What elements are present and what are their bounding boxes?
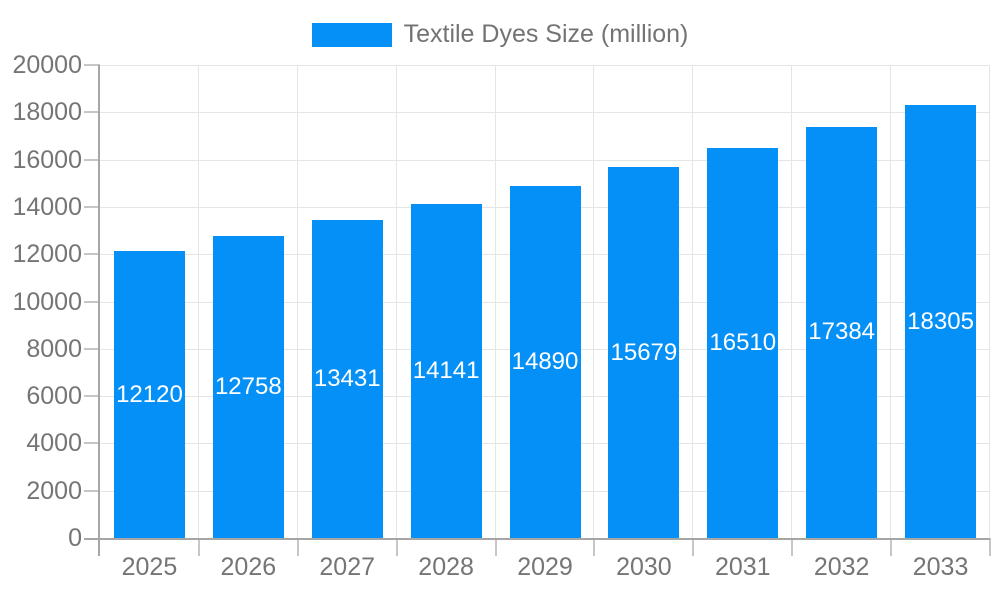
gridline-horizontal: [100, 65, 990, 66]
plot-area: 12120 12758 13431 14141 14890 15679 16510 17384…: [84, 64, 991, 556]
gridline-vertical: [692, 65, 694, 538]
bar-value-label: 13431: [313, 365, 381, 393]
y-axis-tick: [84, 395, 100, 398]
y-axis-tick: [84, 111, 100, 114]
y-axis-label: 10000: [12, 287, 82, 316]
y-axis-tick: [84, 158, 100, 161]
bar-value-label: 14890: [511, 347, 579, 375]
legend-label: Textile Dyes Size (million): [403, 20, 689, 48]
bar[interactable]: 13431: [311, 220, 383, 538]
bar-value-label: 14141: [412, 356, 480, 384]
x-axis-tick: [989, 538, 991, 556]
x-axis-line: [84, 538, 990, 540]
y-axis-label: 4000: [26, 429, 82, 458]
x-axis-label: 2027: [319, 553, 376, 581]
legend[interactable]: Textile Dyes Size (million): [0, 20, 1000, 49]
y-axis-label: 18000: [12, 98, 82, 127]
x-axis-label: 2025: [121, 553, 178, 581]
x-axis-tick: [395, 538, 398, 556]
x-axis-tick: [197, 538, 200, 556]
y-axis-label: 6000: [26, 382, 82, 411]
bar-value-label: 15679: [610, 338, 678, 366]
y-axis-tick: [84, 253, 100, 256]
x-axis-label: 2033: [912, 553, 969, 581]
bar-value-label: 12758: [214, 373, 282, 401]
bar[interactable]: 16510: [707, 147, 779, 538]
y-axis-label: 14000: [12, 192, 82, 221]
gridline-vertical: [593, 65, 595, 538]
bar[interactable]: 12120: [113, 251, 185, 538]
gridline-vertical: [494, 65, 496, 538]
bar-value-label: 18305: [907, 307, 974, 335]
legend-swatch: [311, 22, 392, 47]
x-axis-label: 2031: [714, 553, 771, 581]
bar[interactable]: 12758: [212, 236, 284, 538]
gridline-vertical: [395, 65, 397, 538]
gridline-vertical: [791, 65, 793, 538]
x-axis-tick: [791, 538, 794, 556]
x-axis-tick: [593, 538, 596, 556]
y-axis-tick: [84, 300, 100, 303]
bar[interactable]: 17384: [806, 126, 878, 538]
gridline-vertical: [989, 65, 990, 538]
bar-value-label: 16510: [709, 328, 777, 356]
gridline-vertical: [197, 65, 199, 538]
y-axis-label: 16000: [12, 145, 82, 174]
gridline-horizontal: [100, 159, 990, 161]
bar[interactable]: 14141: [410, 203, 482, 538]
y-axis-tick: [84, 489, 100, 492]
x-axis-label: 2032: [813, 553, 870, 581]
y-axis-label: 20000: [12, 51, 82, 79]
y-axis-tick: [84, 205, 100, 208]
bar-value-label: 17384: [808, 318, 876, 346]
gridline-vertical: [890, 65, 892, 538]
y-axis-tick: [84, 442, 100, 445]
y-axis-label: 0: [68, 524, 82, 552]
y-axis-tick: [84, 347, 100, 350]
x-axis-tick: [296, 538, 299, 556]
x-axis-tick: [494, 538, 497, 556]
bar-value-label: 12120: [116, 380, 183, 408]
bar[interactable]: 14890: [509, 185, 581, 538]
y-axis-label: 12000: [12, 240, 82, 269]
x-axis-label: 2029: [517, 553, 573, 581]
y-axis-label: 8000: [26, 334, 82, 363]
gridline-vertical: [296, 65, 298, 538]
x-axis-tick: [692, 538, 695, 556]
x-axis-tick: [890, 538, 893, 556]
bar[interactable]: 15679: [608, 167, 680, 538]
x-axis-label: 2028: [418, 553, 474, 581]
bar[interactable]: 18305: [905, 105, 977, 538]
gridline-horizontal: [100, 112, 990, 114]
x-axis-label: 2026: [220, 553, 277, 581]
y-axis-line: [98, 65, 100, 556]
x-axis-label: 2030: [616, 553, 672, 581]
y-axis-tick: [84, 64, 100, 66]
y-axis-label: 2000: [26, 476, 82, 505]
